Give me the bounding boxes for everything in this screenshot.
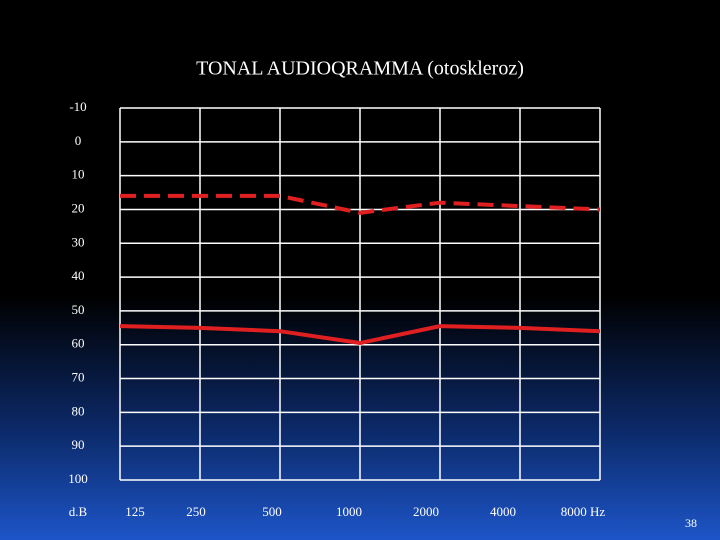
y-tick-label: 0 — [75, 133, 82, 148]
y-tick-label: 60 — [72, 336, 85, 351]
data-line — [120, 193, 601, 215]
x-tick-label: 4000 — [490, 504, 516, 519]
y-tick-label: 40 — [72, 268, 85, 283]
y-tick-label: 10 — [72, 167, 85, 182]
y-tick-label: 70 — [72, 370, 85, 385]
chart-title: TONAL AUDIOQRAMMA (otoskleroz) — [196, 58, 524, 80]
y-tick-label: 20 — [72, 200, 85, 215]
y-tick-label: 80 — [72, 403, 85, 418]
y-tick-label: 100 — [68, 471, 88, 486]
x-tick-label: 8000 Hz — [561, 504, 606, 519]
y-tick-label: 50 — [72, 302, 85, 317]
x-tick-label: 1000 — [336, 504, 362, 519]
page-number: 38 — [685, 516, 697, 530]
data-line — [119, 324, 601, 346]
y-tick-label: 90 — [72, 437, 85, 452]
x-tick-label: 125 — [125, 504, 145, 519]
x-tick-label: 500 — [262, 504, 282, 519]
y-tick-label: -10 — [69, 99, 86, 114]
y-tick-label: 30 — [72, 234, 85, 249]
x-tick-label: 250 — [186, 504, 206, 519]
x-tick-label: 2000 — [413, 504, 439, 519]
y-axis-label: d.B — [69, 504, 88, 519]
